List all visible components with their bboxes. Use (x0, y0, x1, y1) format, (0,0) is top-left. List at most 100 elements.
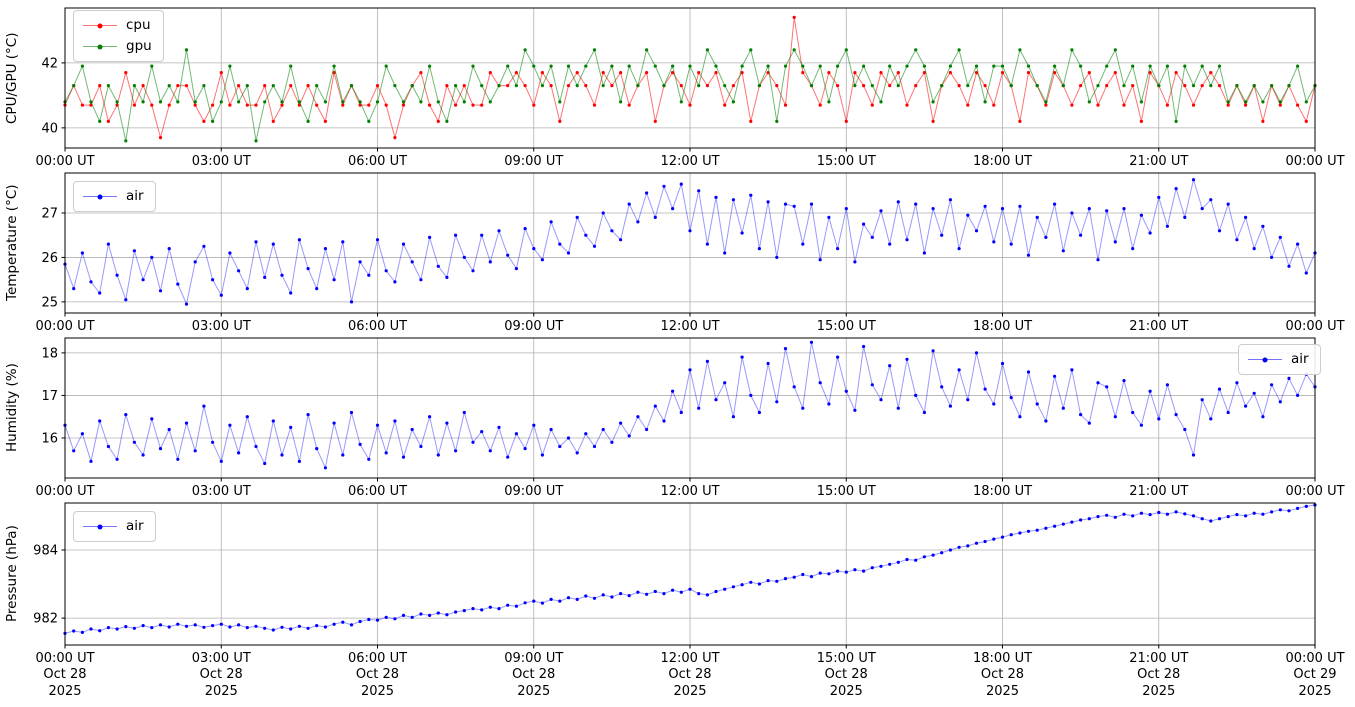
svg-text:18:00 UT: 18:00 UT (973, 319, 1032, 334)
cpu-gpu-grid (64, 8, 1316, 148)
legend-entry-gpu: gpu (83, 36, 152, 57)
svg-text:06:00 UT: 06:00 UT (348, 651, 407, 666)
svg-text:18:00 UT: 18:00 UT (973, 484, 1032, 499)
temperature-tick-labels: 00:00 UT 03:00 UT 06:00 UT 09:00 UT 12:00 UT… (35, 207, 1344, 335)
svg-text:09:00 UT: 09:00 UT (504, 319, 563, 334)
svg-text:25: 25 (41, 295, 58, 310)
svg-text:00:00 UT: 00:00 UT (1285, 154, 1344, 169)
ylabel-temperature: Temperature (°C) (4, 184, 20, 302)
svg-text:2025: 2025 (361, 684, 394, 699)
svg-text:27: 27 (41, 207, 58, 222)
svg-text:12:00 UT: 12:00 UT (660, 484, 719, 499)
svg-text:15:00 UT: 15:00 UT (817, 484, 876, 499)
svg-text:2025: 2025 (205, 684, 238, 699)
svg-text:15:00 UT: 15:00 UT (817, 154, 876, 169)
air-line-marker-icon (83, 523, 117, 530)
svg-text:15:00 UT: 15:00 UT (817, 319, 876, 334)
ylabel-pressure: Pressure (hPa) (4, 525, 20, 623)
svg-text:12:00 UT: 12:00 UT (660, 319, 719, 334)
temperature-subplot: 00:00 UT 03:00 UT 06:00 UT 09:00 UT 12:00 UT… (35, 172, 1345, 335)
svg-text:Oct 28: Oct 28 (668, 667, 711, 682)
svg-text:06:00 UT: 06:00 UT (348, 154, 407, 169)
humidity-tick-labels: 00:00 UT 03:00 UT 06:00 UT 09:00 UT 12:00 UT… (35, 346, 1344, 499)
svg-text:09:00 UT: 09:00 UT (504, 651, 563, 666)
svg-text:Oct 28: Oct 28 (825, 667, 868, 682)
svg-text:00:00 UT: 00:00 UT (1285, 651, 1344, 666)
svg-text:Oct 28: Oct 28 (512, 667, 555, 682)
temperature-grid (64, 173, 1316, 313)
legend-cpu-gpu: cpu gpu (73, 10, 164, 62)
svg-text:16: 16 (41, 432, 58, 447)
svg-text:00:00 UT: 00:00 UT (35, 319, 94, 334)
svg-text:00:00 UT: 00:00 UT (35, 484, 94, 499)
cpu-gpu-subplot: 00:00 UT 03:00 UT 06:00 UT 09:00 UT 12:00 UT… (35, 7, 1345, 169)
series-air-humidity (63, 340, 1317, 470)
svg-text:06:00 UT: 06:00 UT (348, 484, 407, 499)
svg-text:21:00 UT: 21:00 UT (1129, 484, 1188, 499)
svg-text:2025: 2025 (1142, 684, 1175, 699)
svg-text:15:00 UT: 15:00 UT (817, 651, 876, 666)
svg-text:18: 18 (41, 346, 58, 361)
legend-entry-pressure-air: air (83, 516, 144, 537)
svg-text:12:00 UT: 12:00 UT (660, 651, 719, 666)
svg-text:12:00 UT: 12:00 UT (660, 154, 719, 169)
svg-text:2025: 2025 (673, 684, 706, 699)
svg-text:18:00 UT: 18:00 UT (973, 154, 1032, 169)
ylabel-humidity: Humidity (%) (4, 363, 20, 453)
series-air-pressure (63, 503, 1317, 636)
svg-text:09:00 UT: 09:00 UT (504, 484, 563, 499)
svg-text:Oct 28: Oct 28 (981, 667, 1024, 682)
svg-text:21:00 UT: 21:00 UT (1129, 319, 1188, 334)
svg-text:Oct 28: Oct 28 (356, 667, 399, 682)
svg-text:21:00 UT: 21:00 UT (1129, 154, 1188, 169)
legend-pressure: air (73, 511, 156, 542)
svg-text:06:00 UT: 06:00 UT (348, 319, 407, 334)
pressure-grid (64, 503, 1316, 645)
svg-text:2025: 2025 (517, 684, 550, 699)
svg-text:42: 42 (41, 56, 58, 71)
humidity-grid (64, 338, 1316, 478)
svg-text:26: 26 (41, 251, 58, 266)
svg-text:21:00 UT: 21:00 UT (1129, 651, 1188, 666)
humidity-subplot: 00:00 UT 03:00 UT 06:00 UT 09:00 UT 12:00 UT… (35, 337, 1345, 499)
legend-entry-cpu: cpu (83, 15, 152, 36)
cpu-gpu-tick-labels: 00:00 UT 03:00 UT 06:00 UT 09:00 UT 12:00 UT… (35, 56, 1344, 169)
svg-text:03:00 UT: 03:00 UT (192, 319, 251, 334)
legend-temperature: air (73, 181, 156, 212)
legend-label-pressure-air: air (126, 517, 144, 534)
svg-text:Oct 28: Oct 28 (200, 667, 243, 682)
series-air-temperature (63, 177, 1317, 306)
ylabel-cpu-gpu: CPU/GPU (°C) (4, 32, 20, 124)
svg-text:984: 984 (33, 543, 58, 558)
svg-text:2025: 2025 (986, 684, 1019, 699)
svg-text:40: 40 (41, 121, 58, 136)
svg-text:982: 982 (33, 612, 58, 627)
svg-text:Oct 29: Oct 29 (1293, 667, 1336, 682)
air-line-marker-icon (83, 193, 117, 200)
svg-text:2025: 2025 (830, 684, 863, 699)
svg-text:17: 17 (41, 389, 58, 404)
svg-text:Oct 28: Oct 28 (43, 667, 86, 682)
svg-text:2025: 2025 (48, 684, 81, 699)
legend-entry-humidity-air: air (1248, 349, 1309, 370)
svg-text:00:00 UT: 00:00 UT (35, 154, 94, 169)
svg-text:03:00 UT: 03:00 UT (192, 484, 251, 499)
series-gpu-cpu-gpu (63, 48, 1317, 143)
svg-text:03:00 UT: 03:00 UT (192, 154, 251, 169)
cpu-line-marker-icon (83, 22, 117, 29)
svg-text:2025: 2025 (1298, 684, 1331, 699)
legend-humidity: air (1238, 344, 1321, 375)
svg-text:00:00 UT: 00:00 UT (1285, 484, 1344, 499)
gpu-line-marker-icon (83, 43, 117, 50)
legend-label-gpu: gpu (126, 37, 152, 54)
svg-text:00:00 UT: 00:00 UT (35, 651, 94, 666)
svg-text:03:00 UT: 03:00 UT (192, 651, 251, 666)
svg-text:09:00 UT: 09:00 UT (504, 154, 563, 169)
legend-entry-temperature-air: air (83, 186, 144, 207)
legend-label-cpu: cpu (126, 16, 151, 33)
svg-text:00:00 UT: 00:00 UT (1285, 319, 1344, 334)
